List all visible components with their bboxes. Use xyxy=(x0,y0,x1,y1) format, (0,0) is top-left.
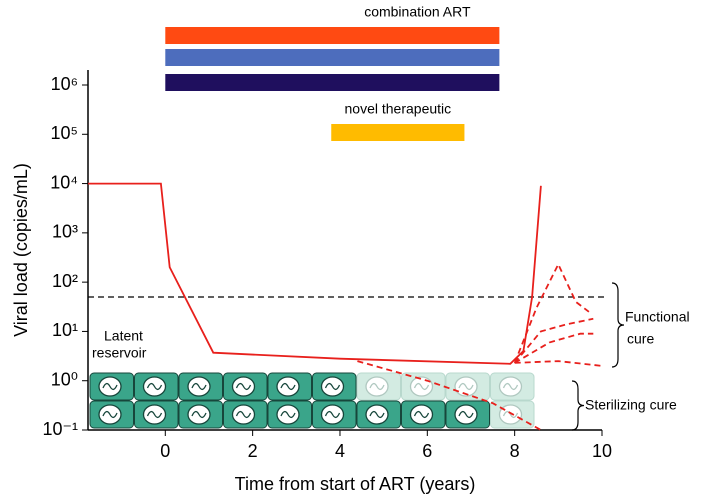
x-tick-label: 6 xyxy=(422,441,432,461)
therapy-bar xyxy=(165,49,500,66)
provirus xyxy=(413,410,430,419)
viral-load-line xyxy=(514,360,603,367)
outcome-label: cure xyxy=(627,331,654,347)
therapy-bar xyxy=(165,74,500,91)
provirus xyxy=(369,410,385,419)
provirus xyxy=(369,382,385,391)
provirus xyxy=(458,410,474,419)
brace xyxy=(611,282,625,368)
provirus xyxy=(458,382,474,391)
viral-load-line xyxy=(514,317,594,364)
viral-load-line xyxy=(513,262,590,364)
provirus xyxy=(280,410,296,419)
outcome-label: Functional xyxy=(625,309,690,325)
provirus xyxy=(102,382,118,391)
reservoir-row xyxy=(89,400,535,429)
x-tick-label: 2 xyxy=(248,441,258,461)
provirus xyxy=(280,382,296,391)
provirus xyxy=(102,410,118,419)
y-tick-label: 10¹ xyxy=(52,320,78,340)
brace xyxy=(571,380,585,431)
provirus xyxy=(146,410,163,419)
y-axis-label: Viral load (copies/mL) xyxy=(11,163,31,337)
therapy-label: novel therapeutic xyxy=(345,101,452,117)
viral-load-line xyxy=(514,332,594,364)
provirus xyxy=(146,382,163,391)
y-tick-label: 10⁴ xyxy=(50,172,78,192)
reservoir-label: Latent xyxy=(104,328,143,344)
therapy-bar xyxy=(331,124,465,141)
therapy-bar xyxy=(165,27,500,44)
provirus xyxy=(324,382,341,391)
x-tick-label: 4 xyxy=(335,441,345,461)
reservoir-label: reservoir xyxy=(92,345,147,361)
reservoir-row xyxy=(89,372,535,401)
x-axis-label: Time from start of ART (years) xyxy=(235,474,476,494)
x-tick-label: 8 xyxy=(510,441,520,461)
x-tick-label: 0 xyxy=(160,441,170,461)
y-tick-label: 10³ xyxy=(52,222,78,242)
y-tick-label: 10⁻¹ xyxy=(42,419,78,439)
therapy-label: combination ART xyxy=(364,4,471,20)
outcome-label: Sterilizing cure xyxy=(585,397,677,413)
y-tick-label: 10⁰ xyxy=(51,369,78,389)
provirus xyxy=(235,410,252,419)
provirus xyxy=(191,410,207,419)
viral-load-line xyxy=(88,182,542,365)
provirus xyxy=(235,382,252,391)
provirus xyxy=(324,410,341,419)
x-tick-label: 10 xyxy=(592,441,612,461)
provirus xyxy=(413,382,430,391)
provirus xyxy=(502,382,519,391)
y-tick-label: 10² xyxy=(52,271,78,291)
provirus xyxy=(502,410,519,419)
y-tick-label: 10⁶ xyxy=(51,74,78,94)
provirus xyxy=(191,382,207,391)
y-tick-label: 10⁵ xyxy=(51,123,78,143)
